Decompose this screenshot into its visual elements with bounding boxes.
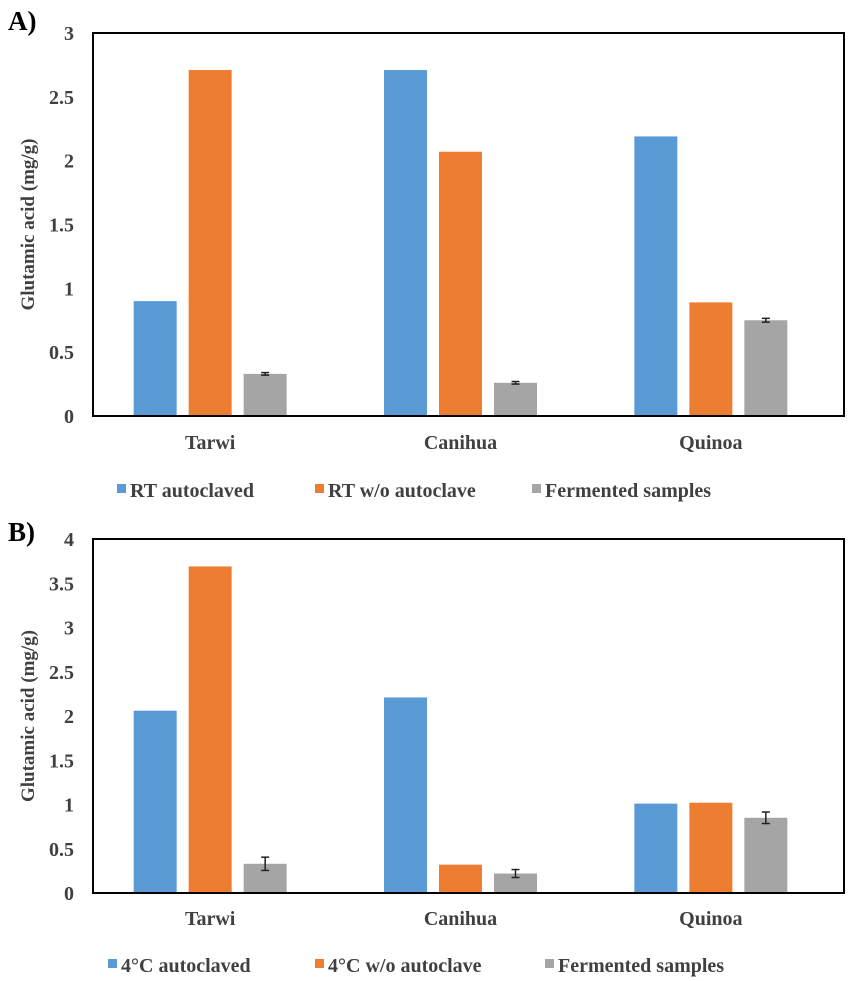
bar-canihua-series-1 [384, 70, 427, 416]
legend-label: RT autoclaved [130, 480, 254, 502]
y-tick-label: 1.5 [49, 750, 74, 772]
y-tick-label: 0 [64, 883, 74, 905]
bar-canihua-series-3 [494, 873, 537, 892]
bar-quinoa-series-1 [634, 803, 678, 892]
x-tick-label: Quinoa [679, 908, 742, 930]
x-tick-label: Quinoa [679, 432, 742, 454]
plot-area [92, 538, 845, 894]
error-bar [761, 811, 770, 825]
y-axis-label: Glutamic acid (mg/g) [18, 138, 39, 310]
legend-label: 4°C w/o autoclave [328, 955, 482, 977]
legend-swatch [545, 959, 554, 968]
x-tick-label: Tarwi [185, 432, 236, 454]
panel-label: A) [8, 6, 37, 36]
bar-tarwi-series-1 [133, 301, 177, 415]
error-bar [761, 317, 770, 323]
y-tick-label: 2.5 [49, 87, 74, 109]
bar-quinoa-series-2 [689, 802, 733, 892]
bar-tarwi-series-2 [188, 566, 232, 892]
legend-swatch [315, 959, 324, 968]
legend-label: Fermented samples [545, 480, 711, 502]
bar-tarwi-series-1 [133, 710, 177, 892]
y-tick-label: 1.5 [49, 215, 74, 237]
chart-panel-b: B) 0 0.5 1 1.5 2 2.5 3 3.5 4 Glutamic acid (mg/g) T… [8, 517, 845, 977]
y-tick-label: 0.5 [49, 342, 74, 364]
bar-quinoa-series-1 [634, 136, 678, 415]
error-bar [511, 868, 520, 879]
y-tick-label: 3.5 [49, 573, 74, 595]
y-tick-label: 3 [64, 23, 74, 45]
y-tick-label: 4 [64, 529, 74, 551]
legend-swatch [108, 959, 117, 968]
x-tick-label: Canihua [424, 432, 497, 454]
bar-quinoa-series-3 [744, 320, 788, 415]
y-tick-label: 0 [64, 406, 74, 428]
legend-label: 4°C autoclaved [121, 955, 251, 977]
bar-canihua-series-3 [494, 382, 537, 415]
error-bar [261, 856, 270, 872]
y-tick-label: 2 [64, 706, 74, 728]
error-bar [511, 380, 520, 385]
legend-swatch [532, 484, 541, 493]
error-bar [261, 371, 270, 376]
legend-swatch [315, 484, 324, 493]
x-tick-label: Tarwi [185, 908, 236, 930]
legend-label: Fermented samples [558, 955, 724, 977]
bar-canihua-series-1 [384, 697, 427, 892]
bar-quinoa-series-3 [744, 817, 788, 892]
y-axis-label: Glutamic acid (mg/g) [18, 630, 39, 802]
legend-label: RT w/o autoclave [328, 480, 476, 502]
x-tick-label: Canihua [424, 908, 497, 930]
bar-tarwi-series-3 [243, 373, 287, 415]
y-tick-label: 1 [64, 795, 74, 817]
plot-area [92, 32, 845, 417]
bar-canihua-series-2 [439, 864, 482, 892]
y-tick-label: 0.5 [49, 839, 74, 861]
panel-label: B) [8, 517, 35, 547]
bar-quinoa-series-2 [689, 302, 733, 415]
y-tick-label: 2.5 [49, 662, 74, 684]
y-tick-label: 2 [64, 151, 74, 173]
y-tick-label: 3 [64, 618, 74, 640]
bar-canihua-series-2 [439, 151, 482, 416]
legend-swatch [117, 484, 126, 493]
bar-tarwi-series-2 [188, 70, 232, 416]
chart-panel-a: A) 0 0.5 1 1.5 2 2.5 3 Glutamic acid (mg/g) Tarwi… [8, 6, 845, 502]
y-tick-label: 1 [64, 278, 74, 300]
